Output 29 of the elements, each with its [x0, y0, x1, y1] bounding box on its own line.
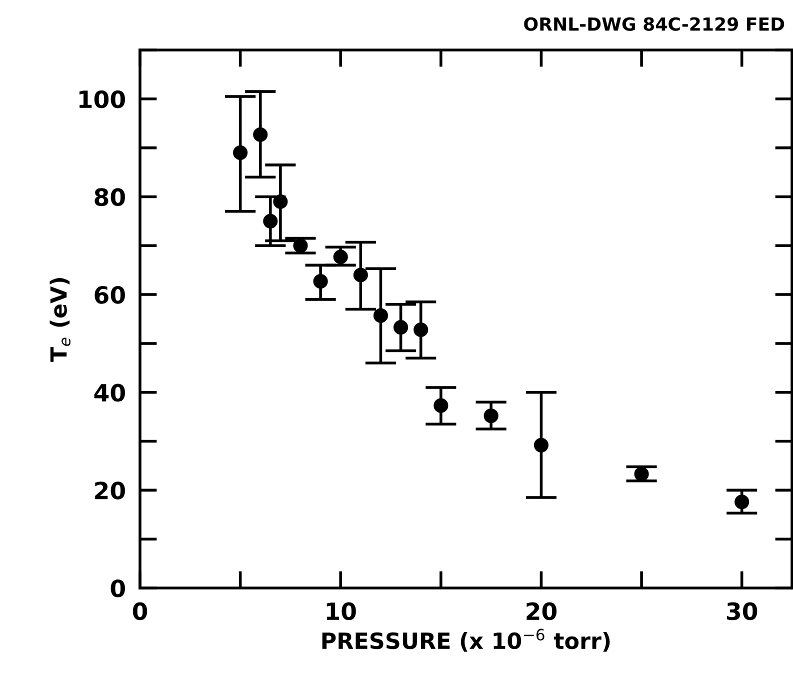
x-tick-label: 0 [132, 602, 148, 620]
point [313, 274, 328, 289]
y-tick-label: 20 [95, 482, 125, 500]
y-tick-label: 100 [79, 90, 125, 108]
y-axis-title: T$_{e}$ (eV) [50, 278, 70, 362]
point [373, 308, 388, 323]
point [394, 320, 408, 335]
x-tick-label: 30 [726, 602, 758, 620]
text: ORNL-DWG 84C-2129 FED [524, 17, 784, 31]
point [233, 145, 248, 160]
point [333, 250, 348, 264]
point [734, 494, 750, 510]
x-tick-label: 20 [526, 602, 557, 620]
point [353, 268, 368, 282]
y-tick-label: 60 [94, 286, 125, 304]
point [414, 322, 428, 338]
y-tick-label: 0 [110, 579, 125, 598]
x-tick-label: 10 [326, 602, 356, 620]
point [293, 238, 308, 253]
point [484, 408, 498, 424]
x-axis-title: PRESSURE (x 10$^{−6}$ torr) [322, 628, 610, 652]
point [434, 398, 448, 413]
point [634, 466, 649, 482]
point [534, 438, 549, 452]
y-tick-label: 40 [94, 384, 125, 402]
point [263, 214, 278, 228]
y-tick-label: 80 [94, 188, 125, 206]
point [253, 127, 268, 142]
point [273, 194, 288, 209]
